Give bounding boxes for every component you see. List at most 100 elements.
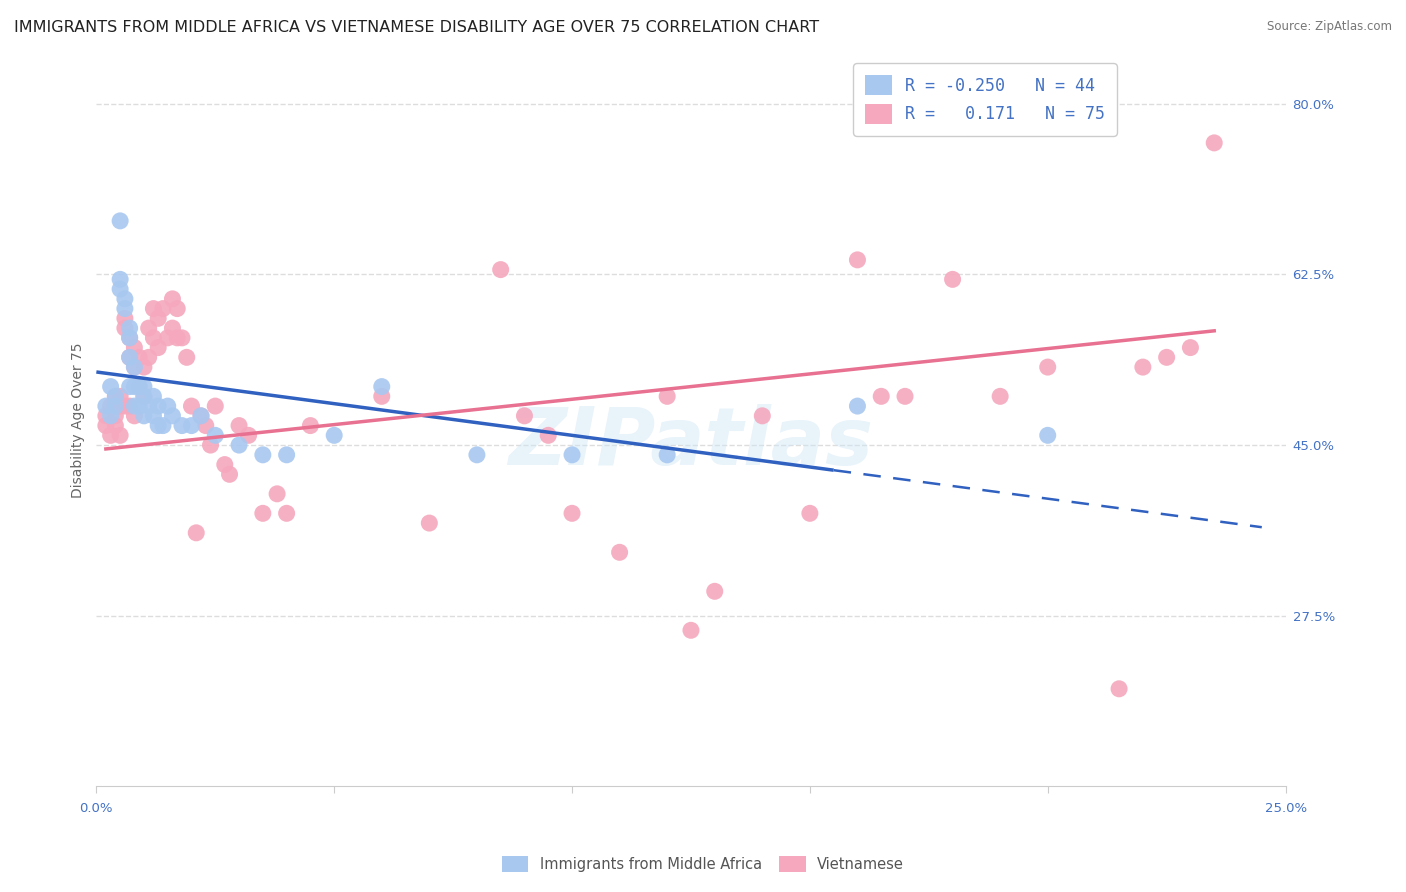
Point [128,351,150,365]
Point [152,418,174,433]
Point [132,360,155,375]
Point [118,399,141,413]
Point [100,409,122,423]
Legend: R = -0.250   N = 44, R =   0.171   N = 75: R = -0.250 N = 44, R = 0.171 N = 75 [853,63,1116,136]
Point [238,428,260,442]
Point [148,311,170,326]
Point [118,321,141,335]
Point [252,448,274,462]
Point [124,360,146,375]
Point [156,331,179,345]
Point [846,399,869,413]
Point [114,301,136,316]
Point [148,341,170,355]
Text: IMMIGRANTS FROM MIDDLE AFRICA VS VIETNAMESE DISABILITY AGE OVER 75 CORRELATION C: IMMIGRANTS FROM MIDDLE AFRICA VS VIETNAM… [14,20,820,35]
Point [108,389,131,403]
Point [703,584,725,599]
Point [118,351,141,365]
Point [371,379,394,393]
Point [108,214,131,228]
Point [166,331,188,345]
Point [132,379,155,393]
Point [1156,351,1178,365]
Point [1204,136,1226,150]
Point [1084,116,1107,130]
Point [128,399,150,413]
Text: ZIPatlas: ZIPatlas [509,404,873,482]
Point [148,418,170,433]
Point [128,379,150,393]
Point [190,409,212,423]
Point [142,409,165,423]
Point [124,409,146,423]
Point [988,389,1011,403]
Point [870,389,893,403]
Point [108,272,131,286]
Point [894,389,917,403]
Point [200,438,222,452]
Point [371,389,394,403]
Point [104,389,127,403]
Point [118,379,141,393]
Point [142,389,165,403]
Point [128,379,150,393]
Point [114,311,136,326]
Point [266,487,288,501]
Point [162,409,184,423]
Point [114,399,136,413]
Point [132,389,155,403]
Point [276,506,298,520]
Text: Source: ZipAtlas.com: Source: ZipAtlas.com [1267,20,1392,33]
Point [180,418,202,433]
Point [214,458,236,472]
Point [679,624,702,638]
Point [276,448,298,462]
Point [124,341,146,355]
Point [561,448,583,462]
Point [104,399,127,413]
Point [124,399,146,413]
Point [162,321,184,335]
Point [118,331,141,345]
Point [170,331,193,345]
Point [108,399,131,413]
Point [124,379,146,393]
Point [190,409,212,423]
Point [176,351,198,365]
Point [108,282,131,296]
Point [204,399,226,413]
Point [252,506,274,520]
Point [142,331,165,345]
Point [1036,360,1059,375]
Point [465,448,488,462]
Point [204,428,226,442]
Point [138,399,160,413]
Legend: Immigrants from Middle Africa, Vietnamese: Immigrants from Middle Africa, Vietnames… [496,850,910,878]
Point [118,351,141,365]
Point [138,351,160,365]
Point [100,399,122,413]
Point [186,525,208,540]
Point [1132,360,1154,375]
Point [118,331,141,345]
Point [657,389,679,403]
Point [148,399,170,413]
Point [132,389,155,403]
Point [1036,428,1059,442]
Point [114,292,136,306]
Point [100,379,122,393]
Point [142,301,165,316]
Point [124,360,146,375]
Point [152,301,174,316]
Point [100,428,122,442]
Point [104,418,127,433]
Point [1180,341,1202,355]
Point [228,438,250,452]
Point [104,409,127,423]
Point [132,409,155,423]
Point [194,418,217,433]
Point [799,506,821,520]
Point [489,262,512,277]
Point [138,321,160,335]
Point [156,399,179,413]
